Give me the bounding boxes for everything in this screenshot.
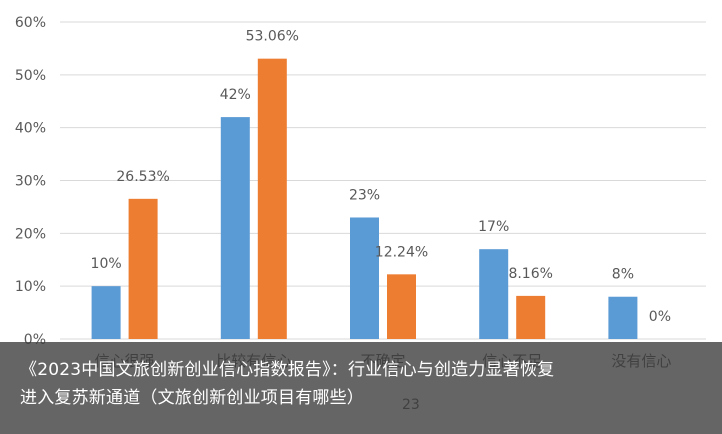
y-tick-label: 50% (15, 68, 46, 84)
gridlines (60, 21, 706, 340)
data-label: 42% (220, 87, 251, 103)
y-tick-label: 10% (15, 279, 46, 295)
data-label: 8% (612, 267, 634, 283)
data-label: 26.53% (116, 169, 169, 185)
data-label: 23% (349, 187, 380, 203)
data-label: 8.16% (508, 266, 552, 282)
bar (91, 286, 121, 339)
data-label: 12.24% (375, 244, 428, 260)
bar (479, 249, 509, 339)
caption-overlay (0, 342, 722, 434)
data-label: 10% (91, 256, 122, 272)
bar (608, 296, 638, 339)
bar (257, 58, 287, 340)
y-tick-label: 20% (15, 226, 46, 242)
caption-line-1: 《2023中国文旅创新创业信心指数报告》：行业信心与创造力显著恢复 (20, 360, 555, 380)
bar (350, 217, 379, 339)
bar (516, 295, 546, 339)
caption-text: 《2023中国文旅创新创业信心指数报告》：行业信心与创造力显著恢复 进入复苏新通… (20, 356, 710, 412)
bar (128, 198, 158, 339)
y-tick-label: 30% (15, 174, 46, 190)
y-axis-ticks: 0%10%20%30%40%50%60% (15, 15, 46, 348)
data-labels: 10% 26.53% 42% 53.06% 23% 12.24% 17% 8.16% 8% 0% (91, 29, 671, 325)
y-tick-label: 60% (15, 15, 46, 31)
bar (220, 117, 250, 339)
bars (91, 58, 638, 340)
data-label: 0% (649, 309, 671, 325)
data-label: 17% (478, 219, 509, 235)
y-tick-label: 40% (15, 121, 46, 137)
caption-line-2: 进入复苏新通道（文旅创新创业项目有哪些） (20, 388, 364, 408)
data-label: 53.06% (246, 29, 299, 45)
bar (387, 274, 416, 339)
